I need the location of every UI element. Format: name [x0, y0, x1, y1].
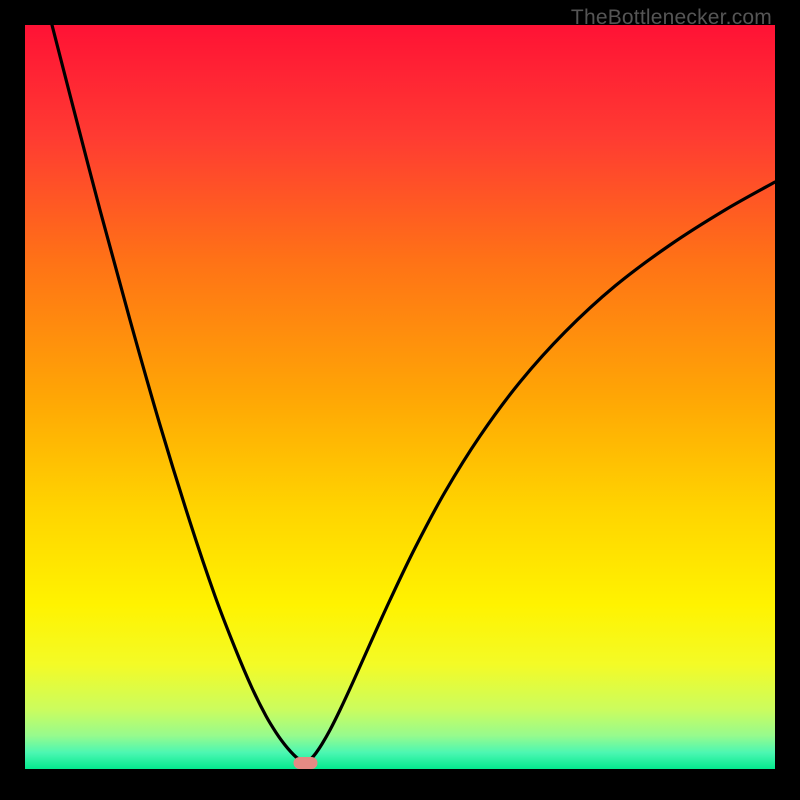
bottleneck-chart — [0, 0, 800, 800]
watermark-text: TheBottlenecker.com — [571, 6, 772, 30]
chart-background — [25, 25, 775, 769]
minimum-marker — [294, 757, 318, 769]
chart-container: TheBottlenecker.com — [0, 0, 800, 800]
